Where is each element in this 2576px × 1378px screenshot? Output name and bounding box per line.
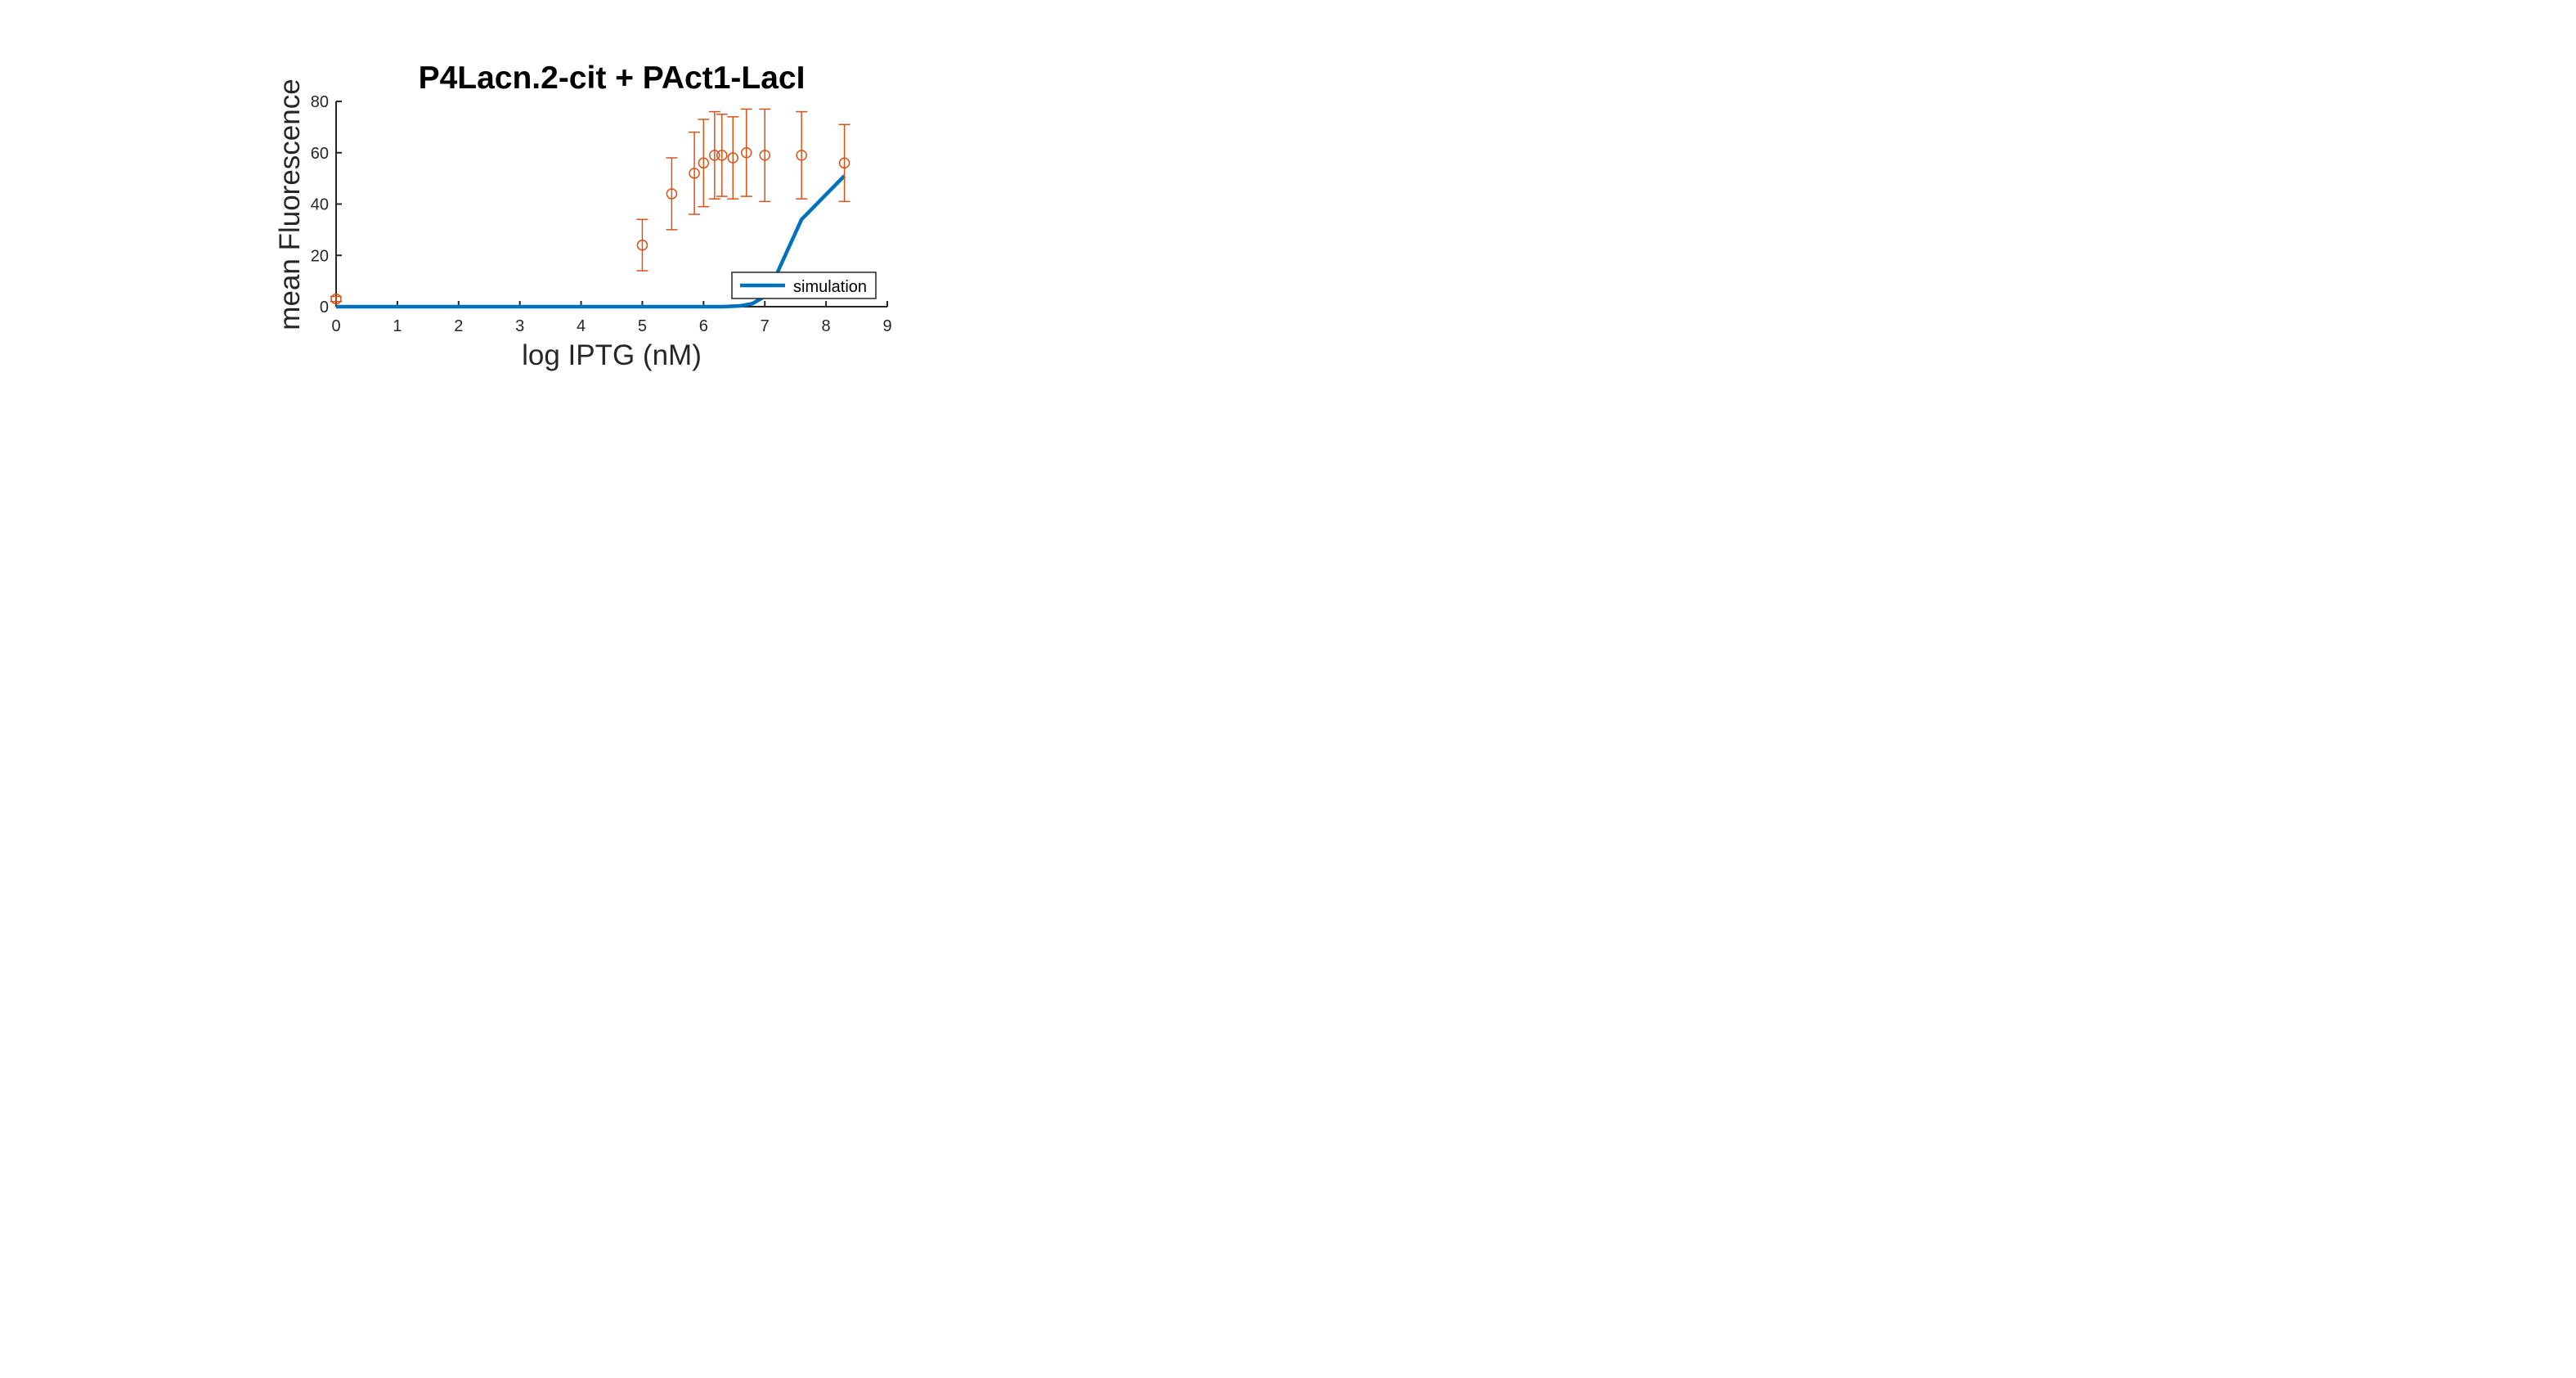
data-marker [330,293,342,305]
y-tick-label: 40 [311,196,329,214]
y-tick-label: 60 [311,145,329,163]
data-marker [727,152,739,164]
data-marker [741,147,752,159]
data-point [636,218,648,272]
y-ticks: 0 20 40 60 80 [311,93,342,316]
data-marker [796,150,807,161]
data-marker [666,188,678,200]
legend-label-simulation: simulation [793,278,867,296]
data-marker [636,239,648,251]
y-tick-label: 0 [320,298,329,316]
x-tick-label: 9 [882,317,891,335]
chart-title: P4Lacn.2-cit + PAct1-LacI [419,61,806,96]
x-tick-label: 0 [331,317,340,335]
y-tick-label: 20 [311,247,329,265]
data-marker [838,157,850,169]
data-point [838,123,850,203]
x-tick-label: 3 [515,317,524,335]
data-point [759,108,771,203]
data-point [666,157,678,231]
x-tick-label: 5 [638,317,647,335]
data-marker [689,168,700,179]
data-point [796,110,808,200]
data-point [716,113,728,197]
x-tick-label: 8 [822,317,831,335]
data-point [698,119,710,208]
x-axis-label: log IPTG (nM) [522,339,702,371]
x-tick-label: 1 [393,317,402,335]
y-tick-label: 80 [311,93,329,111]
y-axis-label: mean Fluorescence [274,79,306,330]
x-tick-label: 7 [761,317,770,335]
data-point [727,116,739,200]
x-tick-label: 4 [577,317,586,335]
data-marker [698,157,710,169]
x-tick-label: 6 [699,317,708,335]
x-ticks: 0 1 2 3 4 5 6 7 8 9 [331,301,892,335]
data-marker [716,150,728,161]
data-point [708,110,720,200]
data-point [740,108,752,197]
data-point [689,131,701,215]
x-tick-label: 2 [454,317,463,335]
data-marker [709,150,720,161]
legend: simulation [731,272,877,299]
data-point [330,293,342,305]
data-marker [759,150,770,161]
